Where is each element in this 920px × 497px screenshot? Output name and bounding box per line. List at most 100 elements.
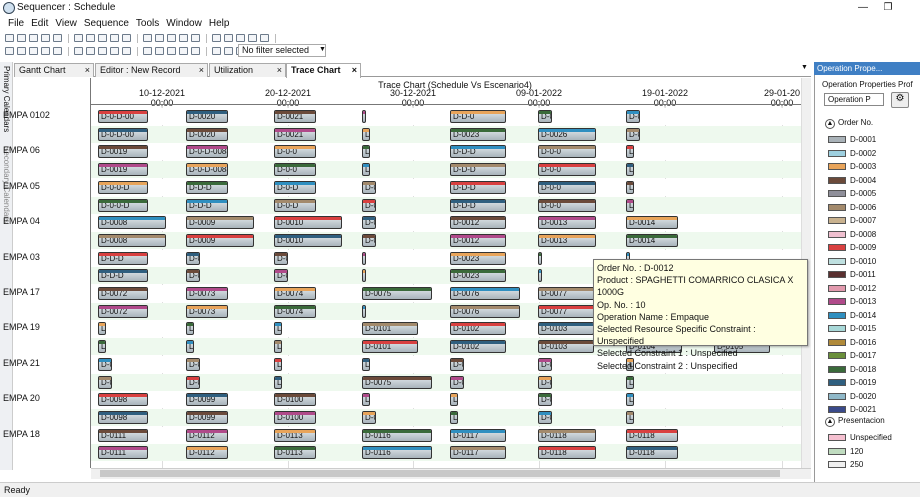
operation-bar[interactable]: D-0-0 xyxy=(538,145,596,159)
toolbar-button-icon[interactable] xyxy=(143,47,152,55)
operation-bar[interactable]: D-0-0 xyxy=(274,163,316,177)
operation-bar[interactable] xyxy=(362,304,366,318)
operation-bar[interactable]: D- xyxy=(362,393,370,407)
order-legend-item[interactable]: D-0002 xyxy=(828,149,876,158)
operation-bar[interactable]: D-0076 xyxy=(450,304,520,318)
operation-bar[interactable]: D-0-0-D xyxy=(98,198,148,212)
operation-bar[interactable]: D-D-D xyxy=(98,251,148,265)
operation-bar[interactable]: D-0 xyxy=(538,410,552,424)
operation-bar[interactable]: D-0019 xyxy=(98,163,148,177)
minimize-icon[interactable]: — xyxy=(858,2,868,13)
operation-bar[interactable]: D-0075 xyxy=(362,375,432,389)
order-legend-item[interactable]: D-0009 xyxy=(828,243,876,252)
collapse-icon[interactable]: ▲ xyxy=(825,119,835,129)
operation-bar[interactable]: D-0098 xyxy=(98,393,148,407)
operation-bar[interactable]: D-0118 xyxy=(626,428,678,442)
operation-bar[interactable]: D-0 xyxy=(98,375,112,389)
operation-bar[interactable]: D-0020 xyxy=(186,110,228,123)
toolbar-button-icon[interactable] xyxy=(248,34,257,42)
operation-bar[interactable]: D-0-D xyxy=(274,180,316,194)
toolbar-button-icon[interactable] xyxy=(98,34,107,42)
toolbar-button-icon[interactable] xyxy=(155,34,164,42)
presentation-legend-item[interactable]: 120 xyxy=(828,447,863,456)
order-legend-item[interactable]: D-0011 xyxy=(828,270,876,279)
operation-bar[interactable]: D-0-D-0088 xyxy=(186,163,228,177)
operation-bar[interactable]: D-0010 xyxy=(274,233,342,247)
operation-bar[interactable]: D-0 xyxy=(538,110,552,123)
menu-tools[interactable]: Tools xyxy=(135,18,160,29)
close-icon[interactable]: × xyxy=(276,65,282,75)
order-legend-item[interactable]: D-0013 xyxy=(828,297,876,306)
operation-bar[interactable]: D-0009 xyxy=(186,216,254,230)
operation-bar[interactable]: D-0-0 xyxy=(538,198,596,212)
toolbar-button-icon[interactable] xyxy=(179,34,188,42)
operation-bar[interactable]: D xyxy=(626,145,634,159)
toolbar-button-icon[interactable] xyxy=(110,34,119,42)
operation-bar[interactable]: D-0072 xyxy=(98,287,148,300)
toolbar-button-icon[interactable] xyxy=(191,47,200,55)
order-legend-item[interactable]: D-0005 xyxy=(828,189,876,198)
operation-bar[interactable]: D xyxy=(626,393,634,407)
toolbar-button-icon[interactable] xyxy=(5,34,14,42)
close-icon[interactable]: × xyxy=(198,65,204,75)
operation-bar[interactable]: D-0100 xyxy=(274,393,316,407)
operation-bar[interactable] xyxy=(362,110,366,123)
operation-bar[interactable]: D xyxy=(274,375,282,389)
operation-bar[interactable]: D-0113 xyxy=(274,428,316,442)
menu-window[interactable]: Window xyxy=(166,18,202,29)
operation-bar[interactable]: D-0020 xyxy=(186,127,228,141)
operation-bar[interactable]: D-0111 xyxy=(98,428,148,442)
operation-bar[interactable]: D-0 xyxy=(626,110,640,123)
presentation-section-header[interactable]: ▲ Presentacion xyxy=(825,416,885,427)
close-icon[interactable]: × xyxy=(84,65,90,75)
operation-bar[interactable]: D xyxy=(98,340,106,354)
operation-bar[interactable]: D-0012 xyxy=(450,233,506,247)
operation-bar[interactable]: D-0098 xyxy=(98,410,148,424)
operation-bar[interactable]: D-0074 xyxy=(274,287,316,300)
operation-bar[interactable]: D xyxy=(186,322,194,336)
operation-bar[interactable]: D-0026 xyxy=(538,127,596,141)
operation-bar[interactable]: D-0116 xyxy=(362,446,432,460)
operation-bar[interactable]: D-0-0-D xyxy=(98,180,148,194)
operation-bar[interactable]: D-0103 xyxy=(538,322,594,336)
operation-bar[interactable]: D-0101 xyxy=(362,322,418,336)
operation-bar[interactable]: D xyxy=(362,145,370,159)
operation-bar[interactable] xyxy=(362,251,366,265)
toolbar-button-icon[interactable] xyxy=(212,34,221,42)
operation-bar[interactable]: D-0073 xyxy=(186,304,228,318)
operation-bar[interactable]: D-0 xyxy=(274,251,288,265)
operation-bar[interactable]: D-D-D xyxy=(186,198,228,212)
operation-bar[interactable]: D-0076 xyxy=(450,287,520,300)
operation-bar[interactable]: D xyxy=(626,198,634,212)
menu-edit[interactable]: Edit xyxy=(31,18,49,29)
operation-bar[interactable]: D-0023 xyxy=(450,127,506,141)
order-legend-item[interactable]: D-0003 xyxy=(828,162,876,171)
toolbar-button-icon[interactable] xyxy=(74,47,83,55)
order-legend-item[interactable]: D-0010 xyxy=(828,257,876,266)
operation-bar[interactable]: D-0 xyxy=(362,180,376,194)
operation-bar[interactable]: D xyxy=(186,340,194,354)
order-legend-item[interactable]: D-0007 xyxy=(828,216,876,225)
toolbar-button-icon[interactable] xyxy=(29,34,38,42)
operation-bar[interactable]: D-D-0 xyxy=(450,110,506,123)
operation-bar[interactable]: D-0102 xyxy=(450,322,506,336)
order-legend-item[interactable]: D-0016 xyxy=(828,338,876,347)
operation-bar[interactable]: D xyxy=(626,180,634,194)
operation-bar[interactable]: D-0101 xyxy=(362,340,418,354)
operation-bar[interactable]: D xyxy=(274,340,282,354)
tab-utilization[interactable]: Utilization × xyxy=(209,63,286,77)
tab-gantt-chart[interactable]: Gantt Chart × xyxy=(14,63,94,77)
operation-bar[interactable]: D xyxy=(98,322,106,336)
operation-bar[interactable]: D-0116 xyxy=(362,428,432,442)
operation-bar[interactable]: D-0 xyxy=(186,251,200,265)
toolbar-button-icon[interactable] xyxy=(5,47,14,55)
operation-bar[interactable]: D-0113 xyxy=(274,446,316,460)
operation-bar[interactable]: D-0023 xyxy=(450,269,506,283)
operation-bar[interactable]: D-D-D xyxy=(450,180,506,194)
toolbar-button-icon[interactable] xyxy=(155,47,164,55)
order-legend-item[interactable]: D-0018 xyxy=(828,365,876,374)
toolbar-button-icon[interactable] xyxy=(86,47,95,55)
operation-bar[interactable]: D-0008 xyxy=(98,216,166,230)
operation-bar[interactable]: D-0021 xyxy=(274,110,316,123)
operation-bar[interactable]: D-D-D xyxy=(450,163,506,177)
